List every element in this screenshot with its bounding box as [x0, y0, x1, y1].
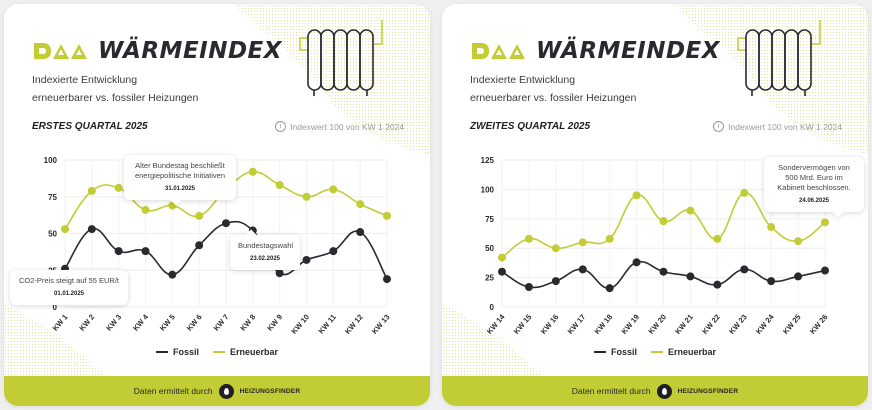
index-note: i Indexwert 100 von KW 1 2024 — [275, 121, 404, 132]
legend-label-fossil: Fossil — [172, 347, 199, 357]
svg-text:75: 75 — [485, 215, 494, 224]
legend-item-erneuerbar[interactable]: Erneuerbar — [212, 347, 279, 357]
legend-swatch-fossil — [155, 351, 168, 353]
quarter-heading: ZWEITES QUARTAL 2025 — [470, 121, 591, 132]
svg-text:KW 16: KW 16 — [539, 313, 561, 336]
brand-logo: WÄRMEINDEX — [470, 38, 720, 64]
svg-text:50: 50 — [48, 230, 57, 239]
quarter-heading: ERSTES QUARTAL 2025 — [32, 121, 148, 132]
annotation-tooltip-bundestag: Alter Bundestag beschließt energiepoliti… — [124, 155, 236, 200]
svg-text:KW 20: KW 20 — [646, 313, 668, 336]
annotation-tooltip-co2: CO2-Preis steigt auf 55 EUR/t 01.01.2025 — [10, 270, 128, 305]
svg-text:KW 25: KW 25 — [781, 313, 803, 336]
page-title: WÄRMEINDEX — [536, 38, 721, 64]
daa-logo-mark-icon — [472, 43, 525, 59]
subtitle-line-1: Indexierte Entwicklung — [470, 74, 576, 86]
subtitle-line-2: erneuerbarer vs. fossiler Heizungen — [470, 92, 637, 104]
svg-text:KW 24: KW 24 — [754, 312, 776, 336]
annotation-tooltip-wahl: Bundestagswahl 23.02.2025 — [230, 235, 300, 270]
svg-text:KW 5: KW 5 — [158, 313, 177, 333]
chart-legend: Fossil Erneuerbar — [4, 347, 430, 357]
annotation-text: Sondervermögen von 500 Mrd. Euro im Kabi… — [777, 163, 851, 192]
svg-text:KW 10: KW 10 — [289, 313, 311, 336]
svg-text:KW 1: KW 1 — [51, 313, 70, 333]
annotation-date: 01.01.2025 — [53, 291, 85, 297]
svg-text:KW 23: KW 23 — [727, 313, 749, 336]
svg-text:0: 0 — [490, 303, 495, 312]
legend-item-fossil[interactable]: Fossil — [155, 347, 199, 357]
svg-text:KW 18: KW 18 — [593, 313, 615, 336]
subtitle: Indexierte Entwicklung erneuerbarer vs. … — [470, 71, 636, 107]
legend-label-erneuerbar: Erneuerbar — [667, 347, 717, 357]
index-note-text: Indexwert 100 von KW 1 2024 — [290, 121, 404, 132]
svg-text:KW 3: KW 3 — [104, 313, 123, 333]
subtitle-line-1: Indexierte Entwicklung — [32, 74, 138, 86]
annotation-text: Bundestagswahl — [238, 241, 294, 250]
legend-swatch-erneuerbar — [650, 351, 663, 353]
svg-text:KW 9: KW 9 — [265, 313, 284, 333]
legend-item-erneuerbar[interactable]: Erneuerbar — [650, 347, 717, 357]
daa-logo-mark-icon — [34, 43, 87, 59]
subtitle-line-2: erneuerbarer vs. fossiler Heizungen — [32, 92, 199, 104]
footer-text: Daten ermittelt durch — [133, 386, 213, 396]
svg-text:125: 125 — [481, 156, 495, 165]
svg-text:KW 21: KW 21 — [673, 313, 695, 336]
svg-text:50: 50 — [485, 244, 494, 253]
info-icon: i — [275, 121, 287, 132]
annotation-date: 24.06.2025 — [798, 198, 830, 204]
radiator-icon — [737, 20, 821, 96]
svg-text:KW 19: KW 19 — [619, 313, 641, 336]
svg-text:KW 15: KW 15 — [512, 313, 534, 336]
svg-text:KW 22: KW 22 — [700, 313, 722, 336]
index-note: i Indexwert 100 von KW 1 2024 — [713, 121, 842, 132]
annotation-text: CO2-Preis steigt auf 55 EUR/t — [18, 276, 120, 285]
partner-logo-text: HEIZUNGSFINDER — [239, 387, 301, 395]
footer-bar: Daten ermittelt durch HEIZUNGSFINDER — [4, 376, 430, 406]
annotation-date: 23.02.2025 — [249, 256, 281, 262]
svg-text:KW 11: KW 11 — [316, 313, 337, 336]
index-note-text: Indexwert 100 von KW 1 2024 — [728, 121, 842, 132]
radiator-icon — [299, 20, 383, 96]
svg-text:100: 100 — [481, 185, 495, 194]
svg-text:25: 25 — [485, 274, 494, 283]
svg-text:KW 26: KW 26 — [808, 313, 830, 336]
svg-text:KW 17: KW 17 — [566, 313, 588, 336]
svg-text:KW 2: KW 2 — [77, 313, 96, 333]
annotation-tooltip-sondervermoegen: Sondervermögen von 500 Mrd. Euro im Kabi… — [764, 157, 864, 212]
legend-swatch-fossil — [593, 351, 606, 353]
legend-label-erneuerbar: Erneuerbar — [229, 347, 279, 357]
footer-text: Daten ermittelt durch — [571, 386, 651, 396]
svg-text:KW 13: KW 13 — [370, 313, 392, 336]
panel-q1: WÄRMEINDEX Indexierte Entwicklung erneue… — [4, 4, 430, 406]
svg-text:KW 4: KW 4 — [131, 312, 150, 333]
flame-icon — [218, 383, 234, 399]
annotation-date: 31.01.2025 — [164, 186, 196, 192]
legend-item-fossil[interactable]: Fossil — [593, 347, 637, 357]
svg-text:KW 7: KW 7 — [212, 313, 231, 333]
svg-text:100: 100 — [44, 156, 58, 165]
flame-icon — [656, 383, 672, 399]
svg-text:KW 12: KW 12 — [343, 313, 365, 336]
annotation-text: Alter Bundestag beschließt energiepoliti… — [134, 161, 226, 180]
legend-swatch-erneuerbar — [212, 351, 225, 353]
chart-legend: Fossil Erneuerbar — [442, 347, 868, 357]
svg-text:KW 14: KW 14 — [485, 312, 507, 336]
svg-text:0: 0 — [53, 303, 58, 312]
svg-text:75: 75 — [48, 193, 57, 202]
svg-text:KW 6: KW 6 — [185, 313, 204, 333]
footer-bar: Daten ermittelt durch HEIZUNGSFINDER — [442, 376, 868, 406]
svg-text:KW 8: KW 8 — [238, 313, 257, 333]
brand-logo: WÄRMEINDEX — [32, 38, 282, 64]
partner-logo-text: HEIZUNGSFINDER — [677, 387, 739, 395]
legend-label-fossil: Fossil — [610, 347, 637, 357]
page-title: WÄRMEINDEX — [98, 38, 283, 64]
subtitle: Indexierte Entwicklung erneuerbarer vs. … — [32, 71, 198, 107]
panel-q2: WÄRMEINDEX Indexierte Entwicklung erneue… — [442, 4, 868, 406]
line-chart-q1: 0255075100KW 1KW 2KW 3KW 4KW 5KW 6KW 7KW… — [44, 156, 392, 336]
info-icon: i — [713, 121, 725, 132]
